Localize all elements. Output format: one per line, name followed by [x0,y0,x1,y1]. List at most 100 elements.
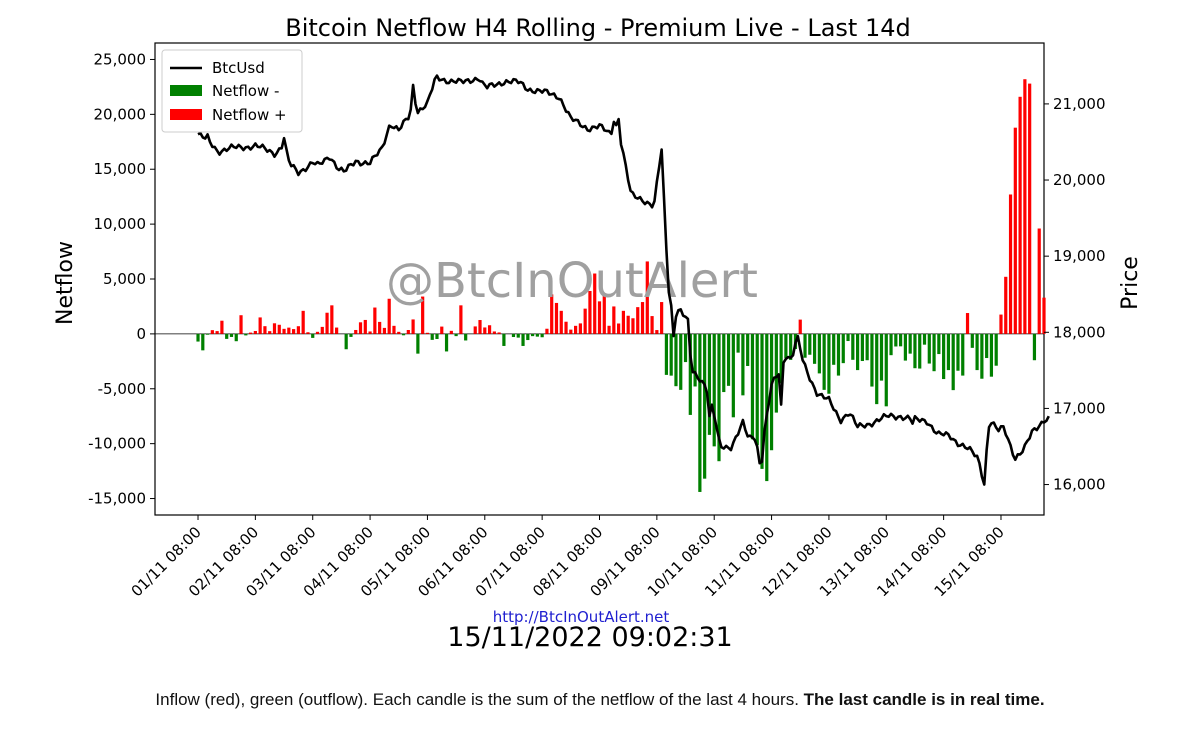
netflow-bar [937,333,941,355]
netflow-bar [846,333,850,342]
netflow-bar [306,332,310,334]
netflow-bar [387,298,391,334]
netflow-bar [884,333,888,407]
y-tick-label-left: 15,000 [94,160,147,178]
netflow-bar [951,333,955,391]
netflow-bar [554,302,559,334]
netflow-bar [421,296,425,334]
netflow-bar [220,320,224,334]
y-tick-label-left: -5,000 [98,380,146,398]
netflow-bar [970,333,974,348]
y-tick-label-right: 20,000 [1053,171,1106,189]
netflow-bar [301,310,305,334]
netflow-bar [994,333,998,366]
netflow-bar [989,333,994,377]
netflow-bar [282,328,286,334]
netflow-bar [569,329,573,334]
netflow-bar [817,333,821,374]
netflow-bar [530,333,535,337]
netflow-bar [1037,228,1041,334]
timestamp: 15/11/2022 09:02:31 [447,622,732,653]
netflow-bar [765,333,769,482]
y-tick-label-left: 10,000 [94,215,147,233]
price-series [197,74,1050,486]
netflow-bar [774,333,778,413]
netflow-bar [612,306,616,334]
netflow-bar [483,327,487,334]
netflow-bar [1028,83,1032,334]
y-tick-label-right: 19,000 [1053,247,1106,265]
y-tick-label-left: 0 [136,325,146,343]
netflow-bar [406,330,410,334]
netflow-bar [674,333,678,387]
netflow-bar [526,333,530,341]
netflow-bar [550,294,554,334]
caption: Inflow (red), green (outflow). Each cand… [0,690,1200,710]
netflow-bar [961,333,965,376]
netflow-bar [746,333,750,366]
netflow-bar [234,333,238,342]
legend: BtcUsd Netflow - Netflow + [161,49,303,133]
netflow-bar [669,333,673,376]
netflow-bar [225,333,229,339]
netflow-bar [511,333,516,338]
netflow-bar [268,331,272,334]
netflow-bar [454,333,458,337]
netflow-bars [196,79,1046,492]
netflow-bar [999,314,1003,334]
netflow-bar [392,325,396,334]
netflow-bar [296,326,300,334]
netflow-bar [239,315,243,334]
netflow-bar [258,317,262,334]
netflow-bar [325,312,329,334]
source-url[interactable]: http://BtcInOutAlert.net [493,608,670,626]
netflow-bar [272,323,277,334]
netflow-bar [545,328,549,334]
netflow-bar [578,323,582,334]
netflow-bar [449,330,453,334]
netflow-bar [602,293,606,334]
netflow-bar [707,333,712,435]
netflow-bar [755,333,759,446]
netflow-bar [320,326,324,334]
netflow-bar [741,333,745,396]
netflow-bar [597,301,602,334]
y-tick-label-left: 25,000 [94,50,147,68]
netflow-bar [894,333,898,347]
netflow-bar [731,333,735,418]
netflow-bar [942,333,946,380]
netflow-bar [975,333,979,371]
netflow-bar [373,307,377,334]
y-axis-left-label: Netflow [53,241,78,325]
netflow-bar [655,330,659,334]
netflow-bar [640,302,645,334]
netflow-bar [210,330,214,334]
caption-text: Inflow (red), green (outflow). Each cand… [155,690,799,709]
netflow-bar [1023,79,1027,334]
y-axis-right: 16,000 17,000 18,000 19,000 20,000 21,000 [1044,95,1106,494]
netflow-bar [812,333,817,364]
netflow-bar [607,325,611,334]
netflow-bar [750,333,755,440]
netflow-bar [722,333,726,393]
netflow-bar [411,319,415,334]
legend-label-netflow-neg: Netflow - [212,82,279,100]
netflow-bar [918,333,922,369]
netflow-bar [401,333,406,336]
netflow-bar [798,319,802,334]
netflow-bar [865,333,869,361]
netflow-bar [416,333,420,354]
netflow-bar [693,333,697,387]
netflow-bar [903,333,907,361]
netflow-bar [956,333,960,371]
netflow-bar [349,333,353,337]
netflow-bar [1008,194,1013,334]
netflow-bar [841,333,845,364]
netflow-bar [559,310,563,334]
netflow-bar [516,333,520,338]
netflow-bar [521,333,525,346]
netflow-bar [478,320,482,334]
netflow-bar [196,333,200,342]
netflow-bar [397,331,401,334]
